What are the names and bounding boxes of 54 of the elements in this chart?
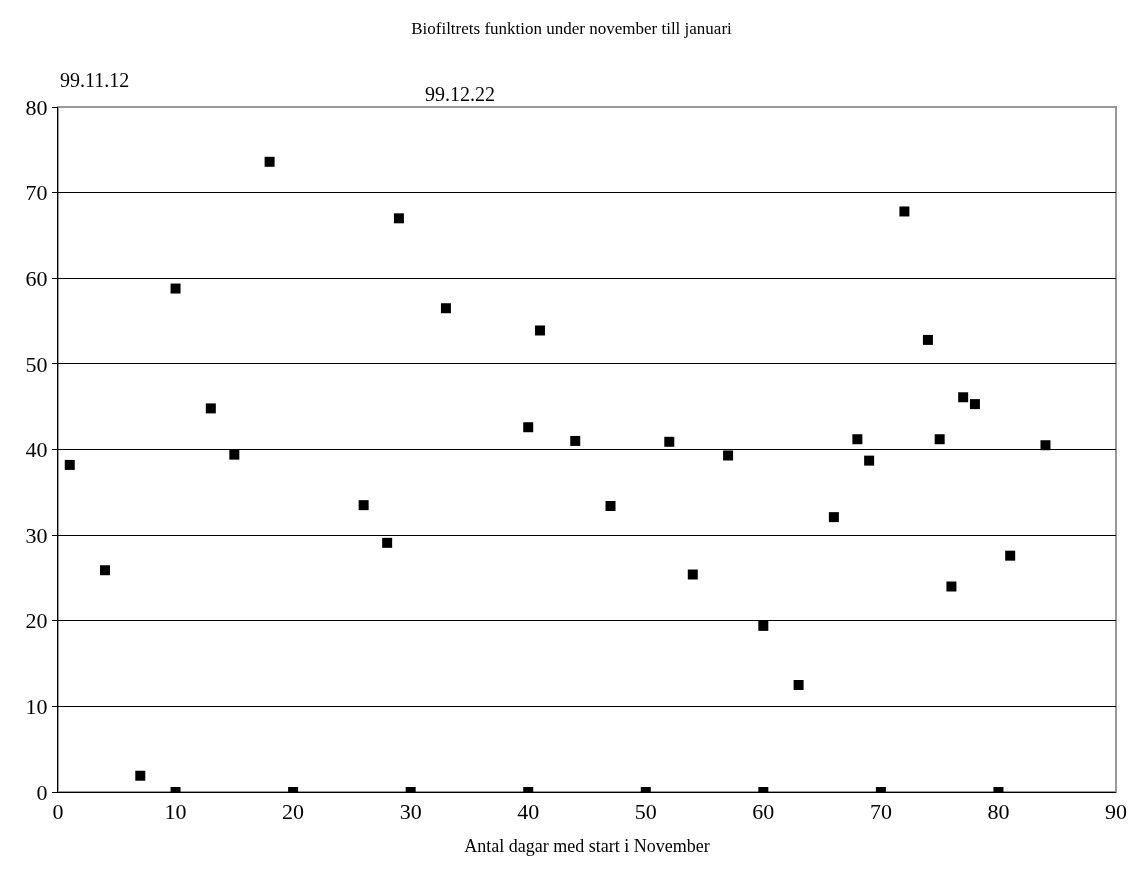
point — [922, 334, 933, 345]
x-tick-label: 80 — [987, 799, 1010, 825]
point — [852, 434, 863, 445]
y-tick-label: 10 — [25, 694, 48, 720]
y-tick-label: 50 — [25, 351, 48, 377]
y-tick-label: 0 — [36, 779, 48, 805]
point — [958, 392, 969, 403]
text: 99.11.12 — [60, 69, 130, 91]
point — [723, 450, 734, 461]
x-tick-label: 0 — [52, 799, 64, 825]
y-tick-label: 40 — [25, 437, 48, 463]
x-tick-label: 40 — [517, 799, 540, 825]
x-tick-label: 10 — [164, 799, 187, 825]
point — [1005, 550, 1016, 561]
point — [899, 206, 910, 217]
point — [864, 455, 875, 466]
y-tick-label: 70 — [25, 180, 48, 206]
text: 99.12.22 — [425, 83, 495, 105]
point — [1040, 440, 1051, 451]
point — [523, 422, 534, 433]
point — [570, 435, 581, 446]
point — [64, 459, 75, 470]
point — [358, 500, 369, 511]
point — [135, 770, 146, 781]
point — [934, 434, 945, 445]
chart-title: Biofiltrets funktion under november till januari — [411, 19, 733, 39]
point — [758, 620, 769, 631]
point — [229, 449, 240, 460]
point — [170, 283, 181, 294]
point — [969, 399, 980, 410]
x-tick-label: 20 — [282, 799, 305, 825]
x-tick-label: 60 — [752, 799, 775, 825]
point — [205, 403, 216, 414]
y-tick-label: 80 — [25, 94, 48, 120]
point — [687, 569, 698, 580]
y-tick-label: 20 — [25, 608, 48, 634]
x-tick-label: 50 — [634, 799, 657, 825]
point — [605, 501, 616, 512]
x-tick-label: 30 — [399, 799, 422, 825]
point — [393, 213, 404, 224]
x-axis-title: Antal dagar med start i November — [464, 835, 710, 856]
y-tick-label: 30 — [25, 522, 48, 548]
point — [100, 565, 111, 576]
point — [664, 436, 675, 447]
y-tick-label: 60 — [25, 265, 48, 291]
x-tick-label: 70 — [869, 799, 892, 825]
point — [946, 581, 957, 592]
point — [828, 512, 839, 523]
point — [382, 537, 393, 548]
point — [793, 679, 804, 690]
point — [534, 325, 545, 336]
x-tick-label: 90 — [1105, 799, 1127, 825]
point — [440, 303, 451, 314]
point — [264, 156, 275, 167]
